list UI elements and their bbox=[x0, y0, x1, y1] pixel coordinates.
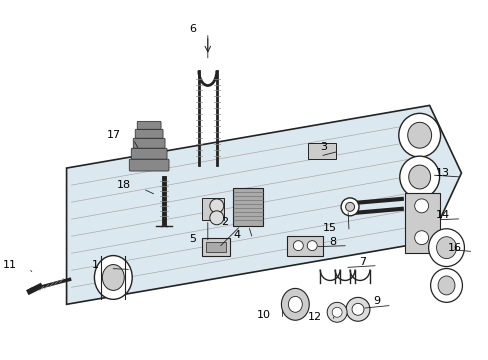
Ellipse shape bbox=[288, 296, 302, 312]
Text: 14: 14 bbox=[434, 210, 448, 220]
Text: 10: 10 bbox=[256, 310, 270, 320]
Text: 6: 6 bbox=[188, 24, 196, 34]
FancyBboxPatch shape bbox=[137, 121, 161, 129]
Ellipse shape bbox=[408, 165, 430, 189]
Circle shape bbox=[293, 241, 303, 251]
Text: 18: 18 bbox=[117, 180, 131, 190]
FancyBboxPatch shape bbox=[205, 242, 225, 252]
Circle shape bbox=[351, 303, 363, 315]
Ellipse shape bbox=[436, 237, 455, 258]
FancyBboxPatch shape bbox=[133, 138, 165, 148]
Ellipse shape bbox=[341, 198, 358, 216]
Ellipse shape bbox=[345, 202, 354, 211]
Circle shape bbox=[414, 231, 428, 245]
FancyBboxPatch shape bbox=[131, 148, 167, 159]
FancyBboxPatch shape bbox=[232, 188, 262, 226]
Ellipse shape bbox=[428, 229, 464, 266]
FancyBboxPatch shape bbox=[307, 143, 335, 159]
Text: 2: 2 bbox=[221, 217, 228, 227]
Text: 17: 17 bbox=[107, 130, 121, 140]
Ellipse shape bbox=[430, 269, 462, 302]
Circle shape bbox=[209, 199, 224, 213]
Polygon shape bbox=[404, 193, 439, 253]
Text: 16: 16 bbox=[447, 243, 461, 253]
Ellipse shape bbox=[281, 288, 308, 320]
FancyBboxPatch shape bbox=[135, 129, 163, 138]
Circle shape bbox=[414, 199, 428, 213]
Ellipse shape bbox=[102, 265, 124, 291]
Ellipse shape bbox=[407, 122, 431, 148]
Text: 13: 13 bbox=[435, 168, 448, 178]
Circle shape bbox=[346, 297, 369, 321]
Circle shape bbox=[326, 302, 346, 322]
Circle shape bbox=[331, 307, 342, 317]
Polygon shape bbox=[66, 105, 461, 304]
Ellipse shape bbox=[94, 256, 132, 300]
Text: 3: 3 bbox=[320, 142, 326, 152]
Text: 12: 12 bbox=[307, 312, 322, 322]
Ellipse shape bbox=[399, 156, 439, 198]
FancyBboxPatch shape bbox=[202, 198, 224, 220]
Circle shape bbox=[306, 241, 317, 251]
Text: 11: 11 bbox=[3, 260, 17, 270]
Text: 5: 5 bbox=[188, 234, 196, 244]
Text: 4: 4 bbox=[233, 230, 240, 240]
FancyBboxPatch shape bbox=[287, 236, 323, 256]
Text: 8: 8 bbox=[328, 237, 335, 247]
Circle shape bbox=[209, 211, 224, 225]
Ellipse shape bbox=[398, 113, 440, 157]
Ellipse shape bbox=[437, 276, 454, 295]
Text: 1: 1 bbox=[91, 260, 98, 270]
Text: 9: 9 bbox=[372, 296, 379, 306]
Text: 15: 15 bbox=[323, 223, 336, 233]
FancyBboxPatch shape bbox=[202, 238, 229, 256]
FancyBboxPatch shape bbox=[129, 159, 169, 171]
Text: 7: 7 bbox=[358, 257, 365, 266]
